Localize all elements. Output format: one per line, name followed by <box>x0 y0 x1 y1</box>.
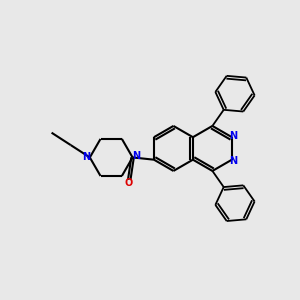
Text: N: N <box>82 152 90 161</box>
Text: N: N <box>229 156 237 166</box>
Text: N: N <box>229 131 237 141</box>
Text: O: O <box>124 178 133 188</box>
Text: N: N <box>132 151 140 161</box>
